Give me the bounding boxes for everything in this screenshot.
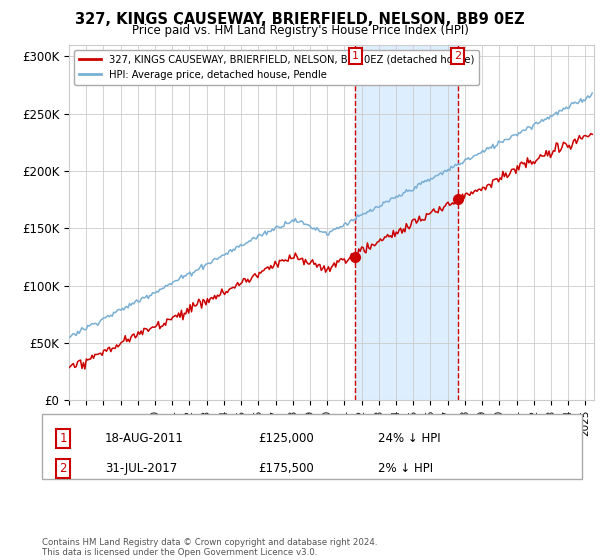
Text: 1: 1 [59, 432, 67, 445]
Text: 1: 1 [352, 52, 359, 61]
Text: Price paid vs. HM Land Registry's House Price Index (HPI): Price paid vs. HM Land Registry's House … [131, 24, 469, 37]
Text: 2: 2 [59, 462, 67, 475]
Text: £125,000: £125,000 [258, 432, 314, 445]
Text: Contains HM Land Registry data © Crown copyright and database right 2024.
This d: Contains HM Land Registry data © Crown c… [42, 538, 377, 557]
Text: 24% ↓ HPI: 24% ↓ HPI [378, 432, 440, 445]
Text: 327, KINGS CAUSEWAY, BRIERFIELD, NELSON, BB9 0EZ: 327, KINGS CAUSEWAY, BRIERFIELD, NELSON,… [75, 12, 525, 27]
Legend: 327, KINGS CAUSEWAY, BRIERFIELD, NELSON, BB9 0EZ (detached house), HPI: Average : 327, KINGS CAUSEWAY, BRIERFIELD, NELSON,… [74, 50, 479, 85]
Text: 2: 2 [454, 52, 461, 61]
Text: 2% ↓ HPI: 2% ↓ HPI [378, 462, 433, 475]
Text: 18-AUG-2011: 18-AUG-2011 [105, 432, 184, 445]
Bar [355, 45, 458, 400]
Text: £175,500: £175,500 [258, 462, 314, 475]
Text: 31-JUL-2017: 31-JUL-2017 [105, 462, 177, 475]
